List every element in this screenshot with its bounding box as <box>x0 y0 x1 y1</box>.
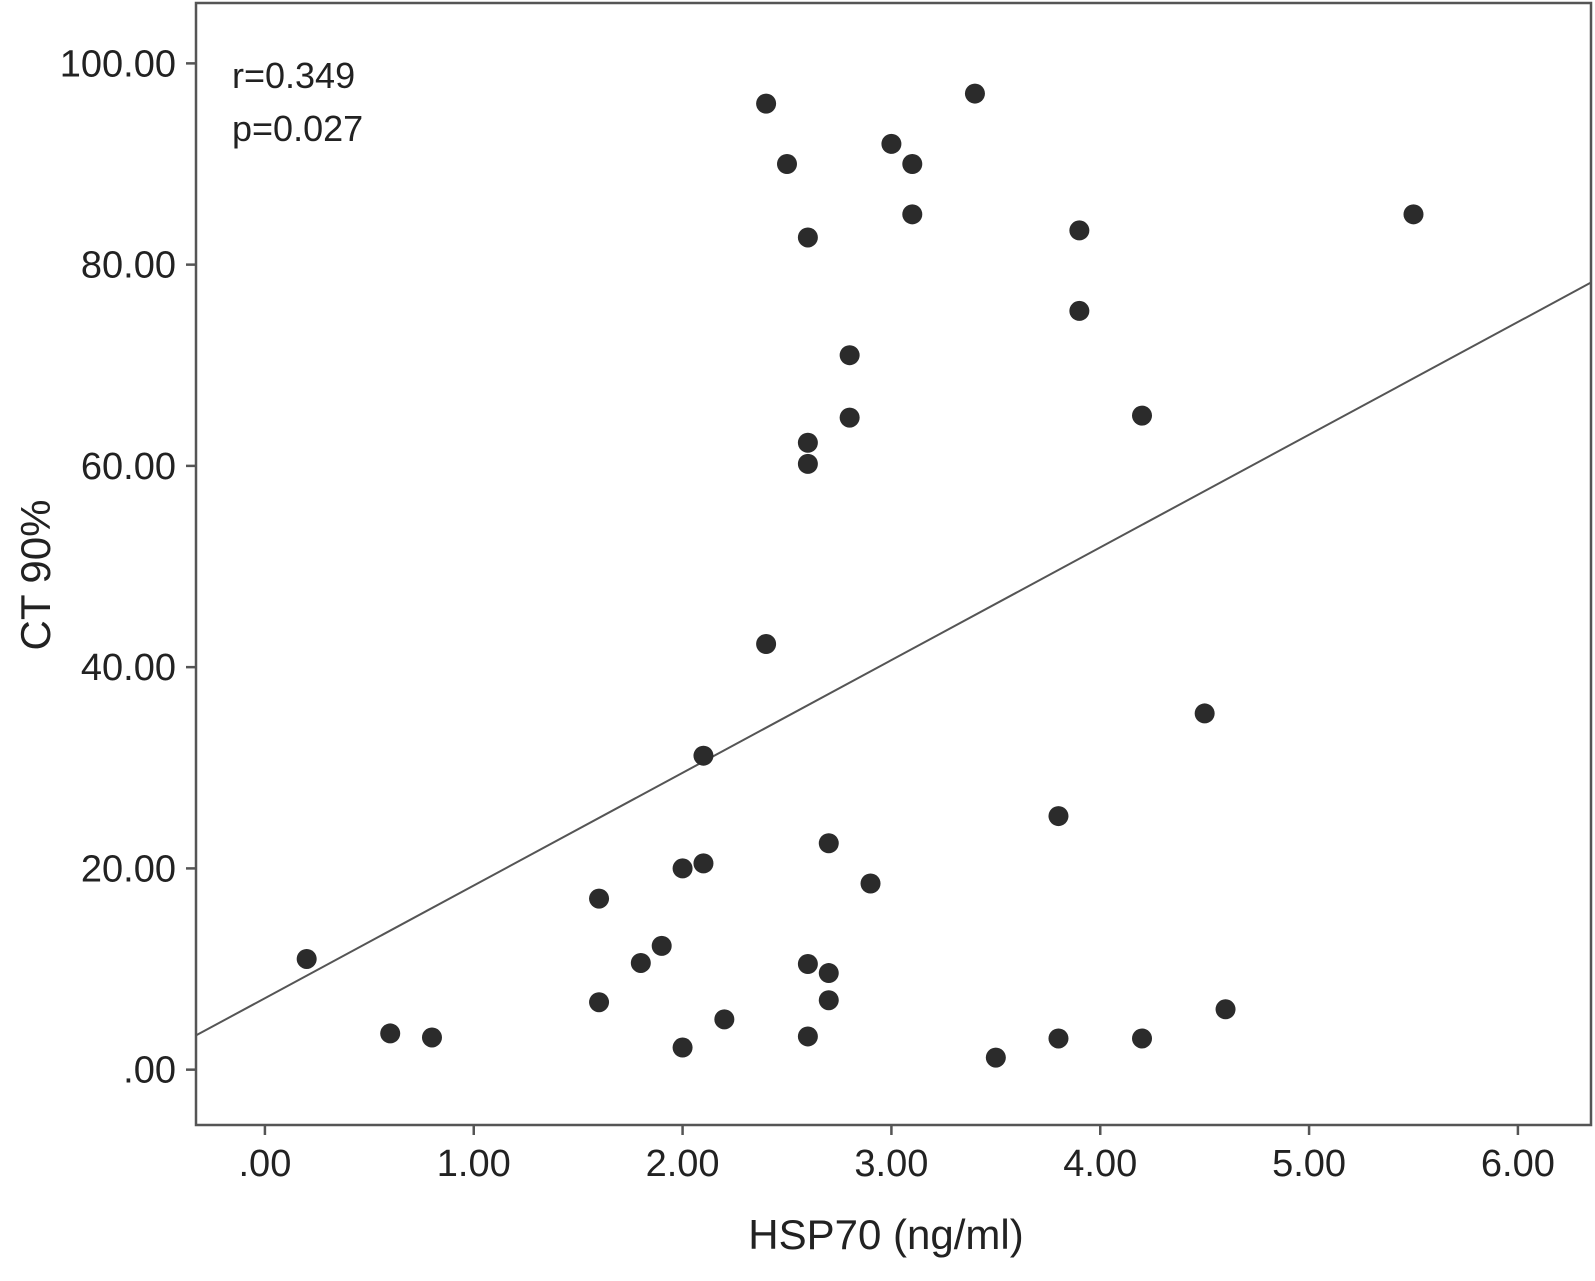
data-point <box>860 873 881 894</box>
data-point <box>296 948 317 969</box>
data-point <box>839 407 860 428</box>
data-point <box>964 83 985 104</box>
data-point <box>651 935 672 956</box>
y-tick-label: 20.00 <box>81 848 176 890</box>
y-tick-label: 100.00 <box>60 43 176 85</box>
data-point <box>797 453 818 474</box>
data-point <box>818 990 839 1011</box>
data-point <box>818 963 839 984</box>
data-point <box>1132 1028 1153 1049</box>
data-point <box>630 952 651 973</box>
data-point <box>818 833 839 854</box>
data-point <box>756 93 777 114</box>
x-tick-label: 4.00 <box>1063 1143 1137 1185</box>
x-tick-label: .00 <box>239 1143 292 1185</box>
correlation-p-annotation: p=0.027 <box>232 108 363 149</box>
y-tick-label: 60.00 <box>81 446 176 488</box>
data-points <box>296 83 1424 1068</box>
data-point <box>797 432 818 453</box>
data-point <box>756 633 777 654</box>
x-tick-label: 6.00 <box>1481 1143 1555 1185</box>
plot-frame <box>194 1 1593 1127</box>
data-point <box>1403 204 1424 225</box>
x-tick-label: 3.00 <box>854 1143 928 1185</box>
data-point <box>589 888 610 909</box>
data-point <box>1132 405 1153 426</box>
data-point <box>1069 220 1090 241</box>
data-point <box>985 1047 1006 1068</box>
data-point <box>902 154 923 175</box>
y-axis: .00 20.00 40.00 60.00 80.00 100.00 <box>60 43 196 1092</box>
data-point <box>1215 999 1236 1020</box>
y-tick-label: 80.00 <box>81 245 176 287</box>
data-point <box>797 1026 818 1047</box>
x-tick-label: 1.00 <box>437 1143 511 1185</box>
data-point <box>672 858 693 879</box>
y-axis-title: CT 90% <box>12 500 59 651</box>
data-point <box>589 992 610 1013</box>
data-point <box>672 1037 693 1058</box>
x-tick-label: 5.00 <box>1272 1143 1346 1185</box>
data-point <box>797 227 818 248</box>
data-point <box>380 1023 401 1044</box>
data-point <box>881 133 902 154</box>
data-point <box>776 154 797 175</box>
regression-line <box>195 281 1592 1037</box>
y-tick-label: .00 <box>123 1050 176 1092</box>
data-point <box>1069 300 1090 321</box>
data-point <box>1194 703 1215 724</box>
x-axis-title: HSP70 (ng/ml) <box>748 1211 1023 1258</box>
data-point <box>693 745 714 766</box>
x-axis: .00 1.00 2.00 3.00 4.00 5.00 6.00 <box>239 1125 1555 1185</box>
data-point <box>902 204 923 225</box>
y-tick-label: 40.00 <box>81 647 176 689</box>
data-point <box>421 1027 442 1048</box>
data-point <box>693 853 714 874</box>
data-point <box>1048 806 1069 827</box>
x-tick-label: 2.00 <box>646 1143 720 1185</box>
data-point <box>1048 1028 1069 1049</box>
data-point <box>839 345 860 366</box>
data-point <box>797 953 818 974</box>
correlation-r-annotation: r=0.349 <box>232 55 355 96</box>
data-point <box>714 1009 735 1030</box>
